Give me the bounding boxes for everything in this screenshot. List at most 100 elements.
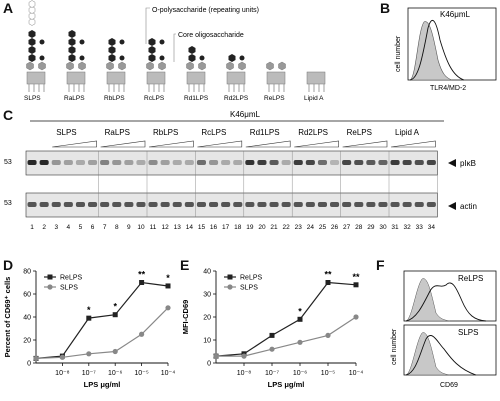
panel-a-lps-structures: SLPS RaLPS RbLPS RcLPS Rd1LPS Rd2LPS ReLPS Lipi… — [24, 0, 326, 102]
data-point-slps — [297, 339, 303, 345]
panel-d-letter: D — [3, 257, 14, 273]
lane-number: 26 — [331, 224, 339, 231]
lipid-a-block — [146, 71, 166, 85]
panel-b-cell-line: K46μmL — [440, 10, 471, 19]
slps-control-histogram — [405, 332, 451, 376]
y-tick-label: 0 — [207, 361, 211, 368]
actin-band — [100, 202, 110, 207]
y-tick-label: 30 — [203, 292, 211, 299]
lane-number: 31 — [391, 224, 399, 231]
pikb-band — [148, 160, 158, 165]
kdo-sugar — [106, 61, 114, 71]
legend-label: ReLPS — [60, 275, 83, 282]
pikb-band — [136, 160, 146, 165]
core-sugar — [228, 54, 236, 62]
y-tick-label: 0 — [27, 361, 31, 368]
y-tick-label: 20 — [203, 315, 211, 322]
actin-band — [196, 202, 206, 207]
actin-band — [124, 202, 134, 207]
pikb-band — [366, 160, 376, 165]
lane-number: 13 — [174, 224, 182, 231]
core-bracket — [173, 33, 176, 62]
significance-marker: * — [298, 306, 302, 316]
data-point-relps — [112, 312, 118, 318]
x-tick-label: 10⁻⁸ — [237, 370, 251, 377]
lane-number: 28 — [355, 224, 363, 231]
x-tick-label: 10⁻⁸ — [55, 370, 69, 377]
series-line-slps — [35, 307, 169, 359]
blot-group-label: Lipid A — [395, 128, 420, 137]
core-sugar-branch — [119, 39, 125, 45]
lane-number: 34 — [428, 224, 436, 231]
pikb-band — [305, 160, 315, 165]
core-sugar — [148, 54, 156, 62]
data-point-slps — [241, 353, 247, 359]
data-point-relps — [353, 282, 359, 288]
x-tick-label: 10⁻⁵ — [321, 370, 335, 377]
actin-band-label: actin — [460, 202, 477, 211]
pikb-band — [124, 160, 134, 165]
relps-control-histogram — [405, 278, 451, 322]
actin-band — [112, 202, 122, 207]
lps-type-label: Rd1LPS — [184, 95, 209, 102]
kdo-sugar — [38, 61, 46, 71]
kdo-sugar — [158, 61, 166, 71]
significance-marker: ** — [138, 270, 146, 280]
x-tick-label: 10⁻⁶ — [293, 370, 307, 377]
y-axis-label: MFI-CD69 — [181, 300, 190, 335]
legend-marker — [47, 284, 53, 290]
actin-band — [354, 202, 364, 207]
series-line-relps — [215, 281, 357, 357]
legend-marker — [227, 274, 233, 280]
panel-c-western-blot: K46μmL SLPS RaLPS RbLPS RcLPS Rd1LPS Rd2LPS Re… — [4, 110, 477, 231]
o-antigen-sugar — [28, 0, 36, 8]
core-sugar-branch — [199, 55, 205, 61]
lane-number: 16 — [210, 224, 218, 231]
kdo-sugar — [146, 61, 154, 71]
significance-marker: * — [87, 305, 91, 315]
kdo-sugar — [266, 61, 274, 71]
pikb-band — [426, 160, 436, 165]
panel-f-bottom-label: SLPS — [458, 328, 478, 337]
lane-number: 30 — [379, 224, 387, 231]
actin-band — [172, 202, 182, 207]
kdo-sugar — [118, 61, 126, 71]
kdo-sugar — [66, 61, 74, 71]
core-sugar-branch — [39, 55, 45, 61]
data-point-slps — [59, 354, 65, 360]
panel-b-ylabel: cell number — [395, 35, 402, 72]
actin-band — [366, 202, 376, 207]
actin-band — [305, 202, 315, 207]
x-tick-label: 10⁻⁷ — [265, 370, 279, 377]
core-sugar — [108, 54, 116, 62]
pikb-band — [317, 160, 327, 165]
lane-number: 11 — [150, 224, 157, 231]
actin-band — [221, 202, 231, 207]
lipid-a-block — [306, 71, 326, 85]
lipid-a-block — [26, 71, 46, 85]
actin-band — [63, 202, 73, 207]
actin-band — [317, 202, 327, 207]
core-sugar — [28, 46, 36, 54]
pikb-band — [378, 160, 388, 165]
lane-number: 1 — [30, 224, 34, 231]
y-tick-label: 10 — [203, 338, 211, 345]
core-sugar-branch — [159, 55, 165, 61]
pikb-band — [233, 160, 243, 165]
panel-c-cell-line: K46μmL — [230, 110, 261, 119]
panel-a-letter: A — [3, 0, 14, 16]
o-polysaccharide-label: O-polysaccharide (repeating units) — [152, 7, 259, 14]
core-sugar — [188, 46, 196, 54]
pikb-band — [390, 160, 400, 165]
kdo-sugar — [238, 61, 246, 71]
core-sugar-branch — [39, 39, 45, 45]
lane-number: 15 — [198, 224, 206, 231]
lane-number: 10 — [137, 224, 145, 231]
lps-type-label: RaLPS — [64, 95, 85, 102]
blot-group-label: ReLPS — [347, 128, 372, 137]
actin-band — [293, 202, 303, 207]
significance-marker: * — [113, 302, 117, 312]
blot-group-label: RaLPS — [105, 128, 130, 137]
y-tick-label: 60 — [23, 292, 31, 299]
core-sugar — [28, 38, 36, 46]
